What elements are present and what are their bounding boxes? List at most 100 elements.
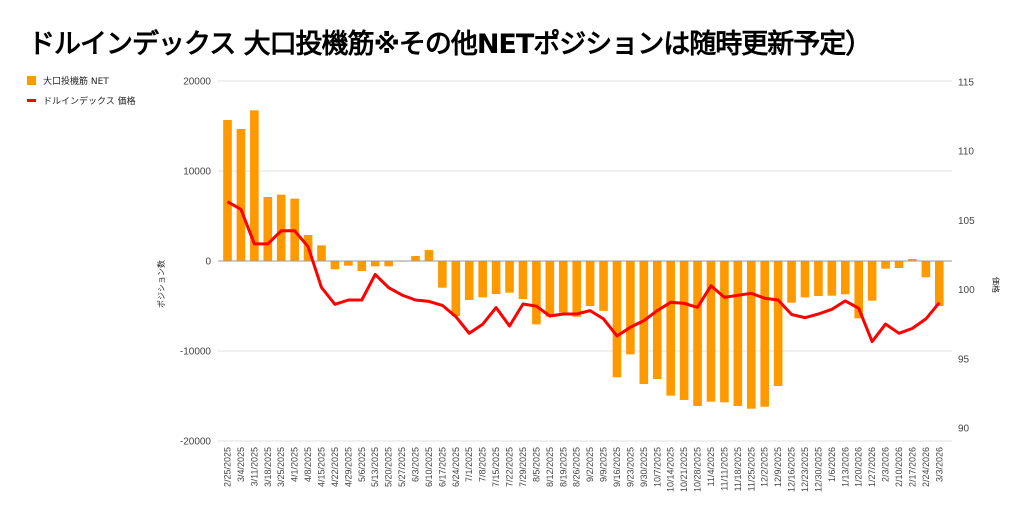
x-tick-label: 12/16/2025 bbox=[787, 447, 797, 492]
bar bbox=[814, 261, 823, 297]
bar bbox=[612, 261, 622, 378]
line-series bbox=[226, 200, 941, 344]
bar bbox=[639, 261, 649, 385]
y-axis-left-title: ポジション数 bbox=[156, 260, 166, 308]
bar bbox=[370, 261, 380, 267]
x-tick-label: 2/10/2026 bbox=[894, 447, 904, 487]
bar bbox=[545, 261, 555, 317]
bar bbox=[746, 261, 756, 409]
x-tick-label: 2/17/2026 bbox=[907, 447, 917, 487]
x-tick-label: 1/6/2026 bbox=[827, 447, 837, 482]
bar bbox=[599, 261, 608, 311]
x-tick-label: 5/27/2025 bbox=[397, 447, 407, 487]
x-tick-label: 7/29/2025 bbox=[518, 447, 528, 487]
x-tick-label: 4/29/2025 bbox=[343, 447, 353, 487]
x-tick-label: 12/2/2025 bbox=[760, 447, 770, 487]
bar bbox=[357, 261, 367, 271]
bar bbox=[787, 261, 796, 303]
x-tick-label: 10/14/2025 bbox=[666, 447, 676, 492]
x-tick-label: 1/27/2026 bbox=[867, 447, 877, 487]
x-tick-label: 7/1/2025 bbox=[464, 447, 474, 482]
bar bbox=[652, 261, 662, 379]
x-tick-label: 8/26/2025 bbox=[572, 447, 582, 487]
x-tick-label: 11/25/2025 bbox=[746, 447, 756, 491]
bar bbox=[464, 261, 474, 300]
chart-title: ドルインデックス 大口投機筋※その他NETポジションは随時更新予定） bbox=[28, 29, 872, 60]
bar bbox=[666, 261, 675, 396]
x-tick-label: 9/9/2025 bbox=[599, 447, 609, 482]
bar bbox=[491, 261, 501, 295]
x-tick-label: 4/8/2025 bbox=[303, 447, 313, 482]
x-tick-label: 12/23/2025 bbox=[800, 447, 810, 492]
x-tick-label: 1/13/2026 bbox=[840, 447, 850, 487]
bar bbox=[881, 261, 890, 269]
x-tick-label: 9/23/2025 bbox=[625, 447, 635, 487]
x-tick-label: 11/11/2025 bbox=[719, 447, 729, 491]
bar bbox=[706, 261, 716, 402]
bar bbox=[451, 261, 461, 316]
x-tick-label: 3/4/2025 bbox=[236, 447, 246, 482]
x-tick-label: 12/30/2025 bbox=[813, 447, 823, 492]
x-tick-label: 7/15/2025 bbox=[491, 447, 501, 487]
y-right-tick-label: 115 bbox=[958, 78, 974, 89]
x-tick-label: 5/20/2025 bbox=[384, 447, 394, 487]
bar bbox=[733, 261, 743, 406]
y-right-tick-label: 110 bbox=[958, 147, 974, 158]
x-tick-label: 9/30/2025 bbox=[639, 447, 649, 487]
x-tick-label: 5/6/2025 bbox=[357, 447, 367, 482]
x-tick-label: 4/1/2025 bbox=[290, 447, 300, 482]
x-tick-label: 3/3/2026 bbox=[934, 447, 944, 482]
x-tick-label: 9/2/2025 bbox=[585, 447, 595, 482]
bar bbox=[827, 261, 837, 296]
x-tick-label: 8/19/2025 bbox=[558, 447, 568, 487]
x-tick-label: 6/3/2025 bbox=[411, 447, 421, 482]
y-left-tick-label: 10000 bbox=[183, 167, 211, 178]
x-tick-label: 6/24/2025 bbox=[451, 447, 461, 487]
bar bbox=[720, 261, 729, 403]
bar bbox=[330, 261, 340, 270]
bar bbox=[384, 261, 393, 267]
bar bbox=[250, 110, 259, 261]
x-tick-label: 10/7/2025 bbox=[652, 447, 662, 487]
x-tick-label: 8/5/2025 bbox=[531, 447, 541, 482]
bar bbox=[518, 261, 528, 299]
bar bbox=[773, 261, 783, 387]
x-tick-label: 4/22/2025 bbox=[330, 447, 340, 487]
y-right-tick-label: 100 bbox=[958, 285, 975, 296]
x-tick-label: 8/12/2025 bbox=[545, 447, 555, 487]
bar bbox=[438, 261, 447, 288]
legend-label-bar: 大口投機筋 NET bbox=[43, 75, 109, 87]
x-tick-label: 2/24/2026 bbox=[921, 447, 931, 487]
bar bbox=[921, 261, 931, 278]
x-tick-label: 4/15/2025 bbox=[317, 447, 327, 487]
y-right-tick-label: 90 bbox=[958, 424, 970, 435]
x-tick-label: 10/21/2025 bbox=[679, 447, 689, 492]
bar bbox=[276, 194, 286, 261]
y-axis-right-title: 価格 bbox=[991, 277, 1001, 293]
x-tick-label: 3/18/2025 bbox=[263, 447, 273, 487]
bar bbox=[344, 261, 353, 266]
bar bbox=[760, 261, 769, 407]
legend-swatch-bar bbox=[27, 76, 36, 85]
bar bbox=[854, 261, 864, 319]
x-tick-label: 10/28/2025 bbox=[693, 447, 703, 492]
x-axis: 2/25/2025 3/4/2025 3/11/2025 3/18/2025 3/25/… bbox=[223, 447, 945, 492]
x-tick-label: 7/8/2025 bbox=[478, 447, 488, 482]
x-tick-label: 6/17/2025 bbox=[437, 447, 447, 487]
bar bbox=[679, 261, 689, 400]
x-tick-label: 12/9/2025 bbox=[773, 447, 783, 487]
bar bbox=[800, 261, 810, 298]
x-tick-label: 2/3/2026 bbox=[881, 447, 891, 482]
legend-label-line: ドルインデックス 価格 bbox=[43, 95, 136, 107]
x-tick-label: 3/11/2025 bbox=[249, 447, 259, 486]
y-right-tick-label: 95 bbox=[958, 354, 970, 365]
bar bbox=[894, 261, 904, 269]
bar bbox=[934, 261, 944, 306]
bar bbox=[532, 261, 541, 325]
bar bbox=[317, 245, 326, 261]
bar bbox=[505, 261, 514, 293]
x-tick-label: 2/25/2025 bbox=[223, 447, 233, 487]
y-left-tick-label: 0 bbox=[205, 257, 211, 268]
legend: 大口投機筋 NET ドルインデックス 価格 bbox=[27, 75, 136, 107]
